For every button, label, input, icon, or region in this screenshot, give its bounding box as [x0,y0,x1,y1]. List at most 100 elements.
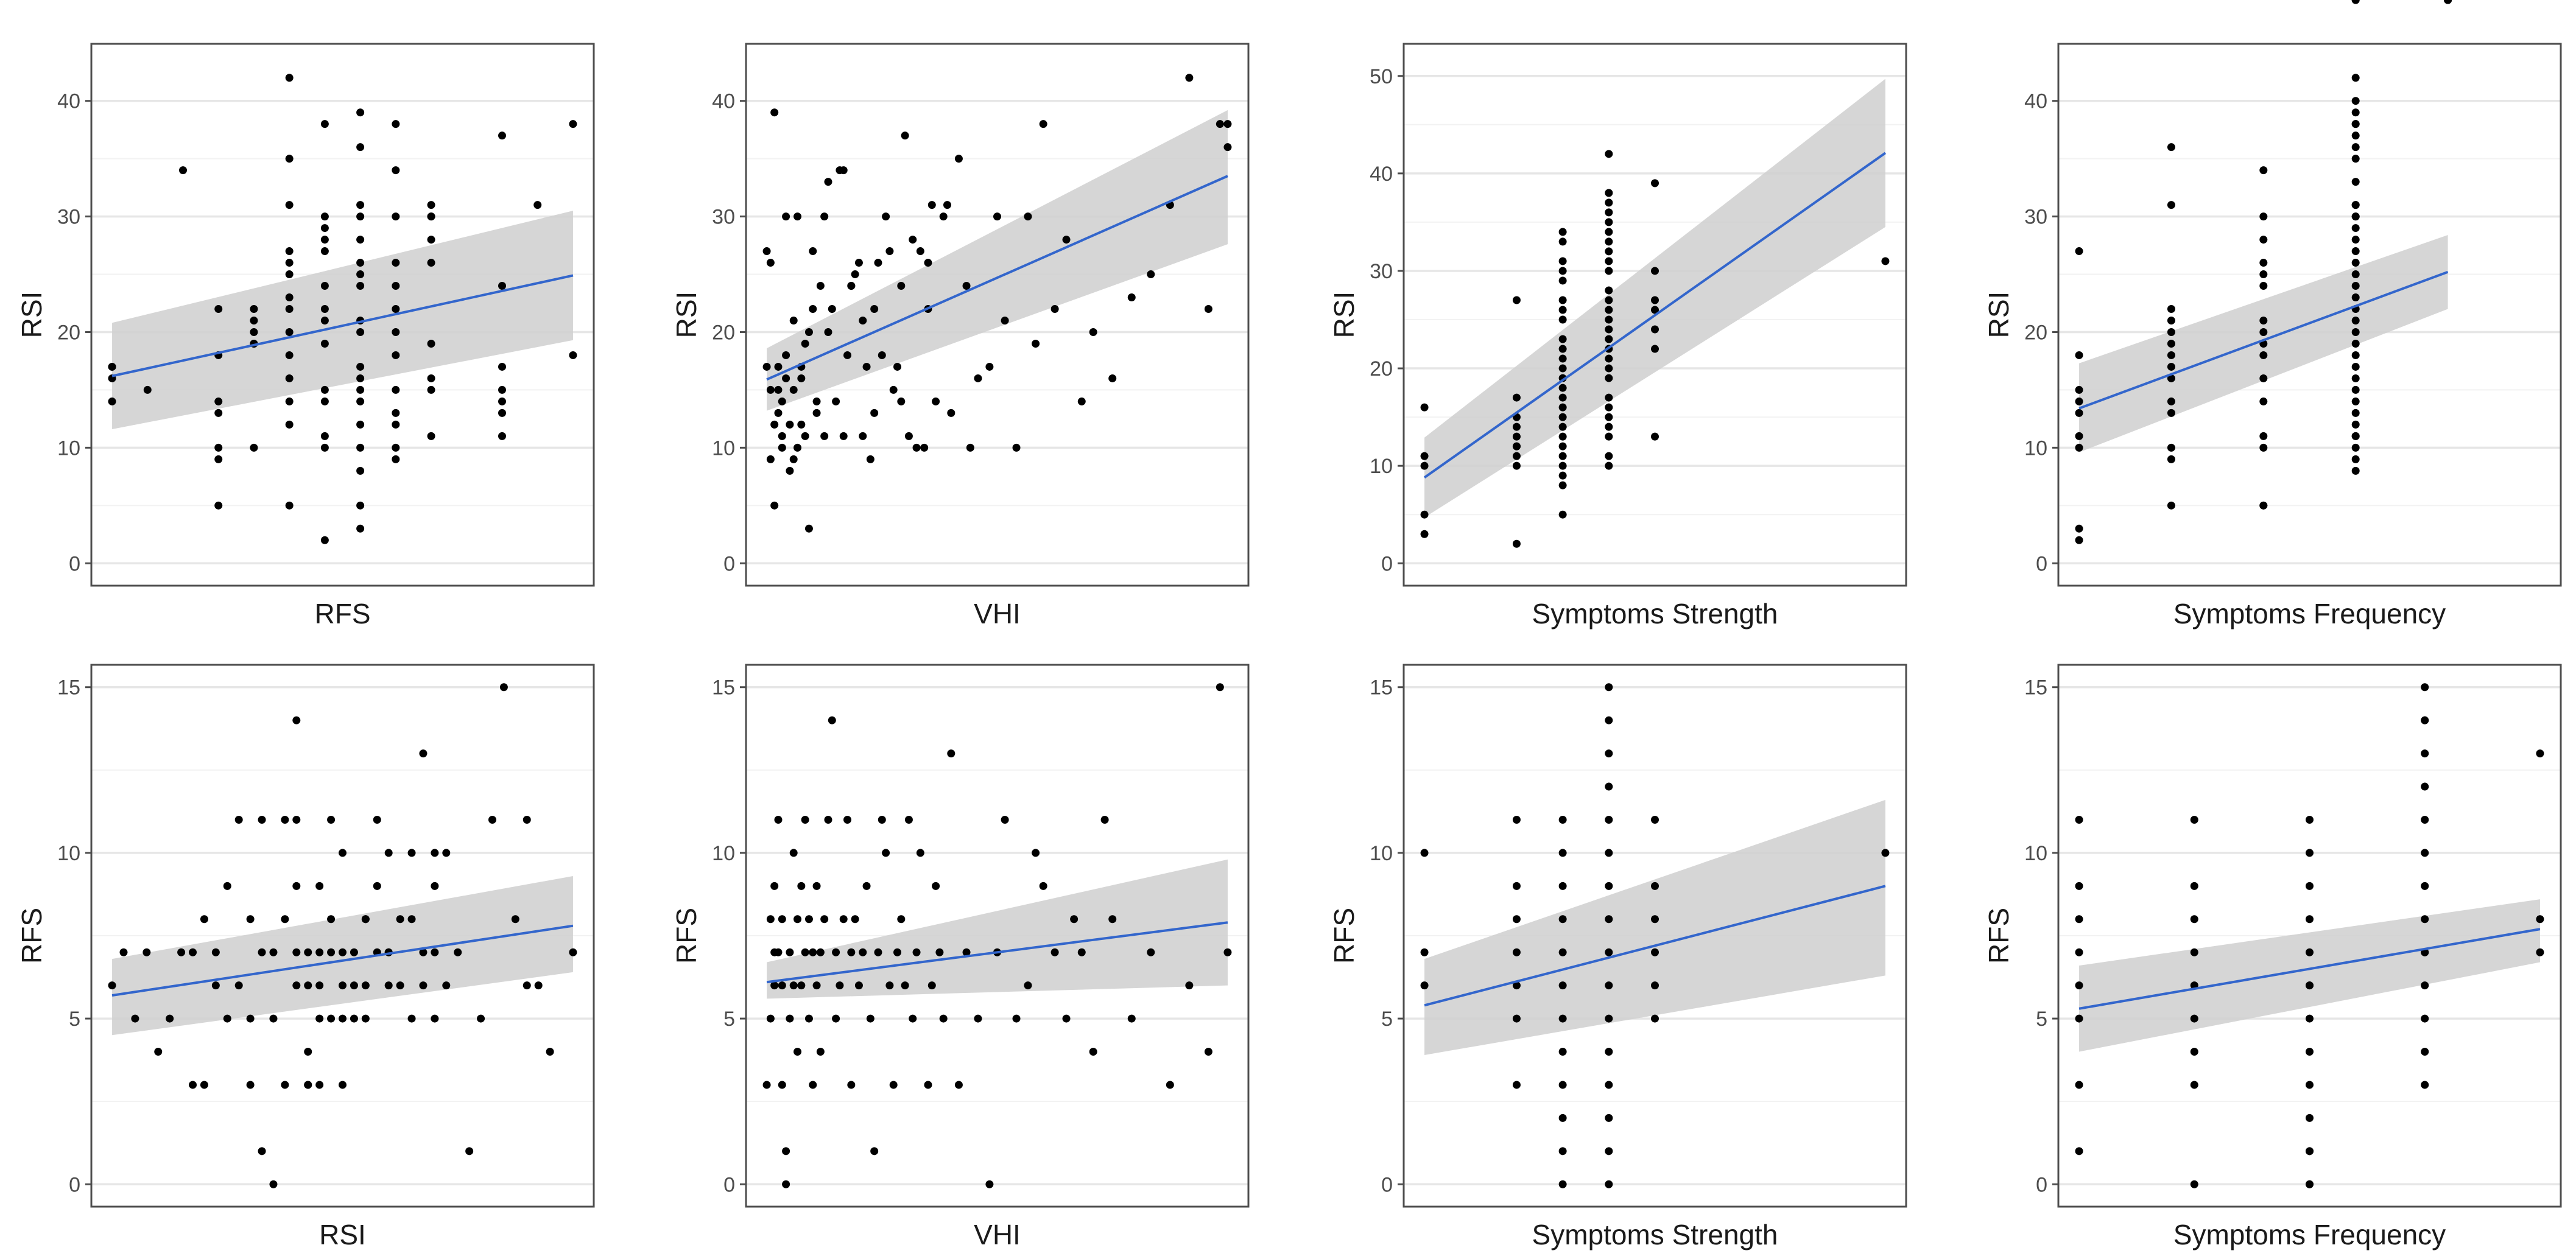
data-point [1147,948,1155,956]
data-point [801,432,809,440]
data-point [847,948,856,956]
data-point [246,1014,255,1023]
data-point [866,1014,875,1023]
data-point [786,420,794,429]
data-point [1558,471,1567,480]
data-point [1062,236,1071,244]
data-point [1605,782,1613,791]
data-point [789,849,798,857]
data-point [1605,423,1613,431]
data-point [431,882,439,890]
data-point [797,882,806,890]
data-point [477,1014,485,1023]
data-point [350,981,358,990]
data-point [1127,293,1136,302]
data-point [794,1048,802,1056]
data-point [789,981,798,990]
data-point [569,948,577,956]
data-point [1216,683,1224,692]
y-tick-label: 30 [712,206,735,229]
data-point [143,948,151,956]
data-point [897,915,906,924]
data-point [569,120,577,128]
data-point [762,362,771,371]
data-point [862,882,871,890]
data-point [350,948,358,956]
data-point [812,397,821,405]
data-point [234,981,243,990]
y-tick-label: 40 [2024,90,2047,113]
y-tick-label: 0 [2036,1173,2047,1196]
data-point [1558,384,1567,392]
data-point [2075,948,2083,956]
data-point [866,455,875,463]
data-point [2351,432,2360,440]
panel-border [2057,43,2562,587]
data-point [356,212,365,221]
data-point [801,815,809,824]
data-point [916,247,924,256]
data-point [392,212,400,221]
data-point [1605,815,1613,824]
confidence-ribbon [767,859,1228,999]
data-point [1420,461,1429,470]
data-point [1558,815,1567,824]
data-point [847,282,856,290]
data-point [1605,1081,1613,1089]
panel-border [745,664,1250,1208]
data-point [392,166,400,175]
data-point [292,948,301,956]
data-point [320,212,329,221]
data-point [859,432,867,440]
data-point [774,815,783,824]
data-point [912,443,921,452]
data-point [812,981,821,990]
data-point [1605,257,1613,265]
data-point [786,1014,794,1023]
data-point [431,849,439,857]
data-point [285,74,294,82]
data-point [2190,948,2198,956]
data-point [2190,882,2198,890]
data-point [824,815,832,824]
data-point [339,1014,347,1023]
data-point [1605,286,1613,295]
data-point [339,948,347,956]
data-point [269,1014,278,1023]
data-point [1558,461,1567,470]
data-point [874,948,882,956]
data-point [1512,948,1521,956]
data-point [2351,259,2360,267]
y-tick-label: 15 [712,676,735,700]
data-point [546,1048,554,1056]
data-point [356,397,365,405]
data-point [1558,1113,1567,1122]
y-tick-label: 10 [712,437,735,460]
data-point [1605,452,1613,460]
data-point [766,385,775,394]
data-point [392,282,400,290]
data-point [498,397,506,405]
data-point [2190,815,2198,824]
confidence-ribbon [112,211,573,429]
data-point [985,1180,994,1188]
data-point [1032,339,1040,348]
data-point [431,948,439,956]
data-point [392,328,400,336]
data-point [1558,413,1567,421]
panel-border [90,43,595,587]
data-point [131,1014,139,1023]
data-point [1223,143,1232,152]
data-point [939,1014,948,1023]
data-point [356,466,365,475]
data-point [854,259,863,267]
data-point [361,981,370,990]
data-point [189,948,197,956]
data-point [285,259,294,267]
data-point [774,948,783,956]
x-axis-title: VHI [974,1219,1021,1250]
data-point [786,948,794,956]
data-point [320,247,329,256]
data-point [498,385,506,394]
data-point [782,374,790,382]
